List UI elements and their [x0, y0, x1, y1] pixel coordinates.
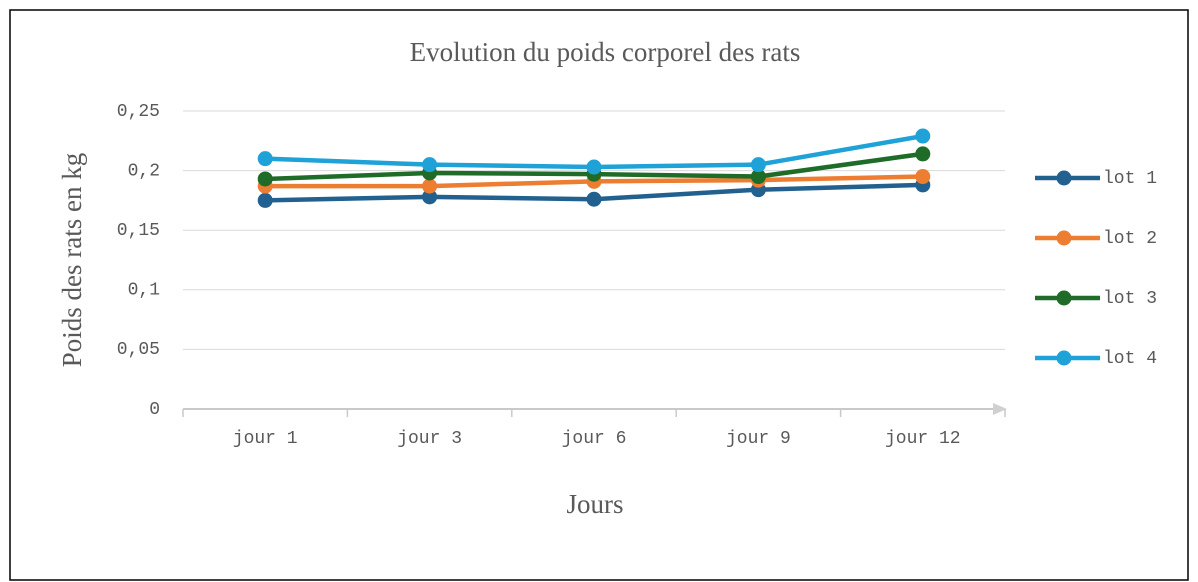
legend-marker — [1056, 230, 1072, 246]
y-tick-label: 0,05 — [117, 340, 160, 360]
chart-frame — [9, 9, 1189, 581]
data-point — [586, 159, 602, 175]
y-tick-label: 0,2 — [128, 161, 160, 181]
legend-marker — [1056, 290, 1072, 306]
data-point — [257, 151, 273, 167]
y-tick-label: 0,15 — [117, 221, 160, 241]
data-point — [257, 171, 273, 187]
y-tick-label: 0,1 — [128, 281, 160, 301]
legend-marker — [1056, 170, 1072, 186]
data-point — [915, 146, 931, 162]
legend-marker — [1056, 350, 1072, 366]
data-point — [422, 178, 438, 194]
data-point — [422, 157, 438, 173]
legend-label: lot 3 — [1103, 289, 1157, 309]
data-point — [750, 169, 766, 185]
y-tick-label: 0 — [149, 400, 160, 420]
x-axis-title: Jours — [566, 489, 623, 519]
x-tick-label: jour 12 — [885, 429, 961, 449]
data-point — [422, 189, 438, 205]
x-tick-label: jour 3 — [397, 429, 462, 449]
legend-label: lot 2 — [1103, 229, 1157, 249]
y-axis-title: Poids des rats en kg — [57, 153, 87, 367]
legend-label: lot 4 — [1103, 349, 1157, 369]
legend-label: lot 1 — [1103, 169, 1157, 189]
data-point — [915, 169, 931, 185]
data-point — [257, 192, 273, 208]
chart-title: Evolution du poids corporel des rats — [410, 37, 801, 67]
x-tick-label: jour 9 — [726, 429, 791, 449]
x-tick-label: jour 1 — [233, 429, 298, 449]
data-point — [915, 128, 931, 144]
x-tick-label: jour 6 — [562, 429, 627, 449]
y-tick-label: 0,25 — [117, 102, 160, 122]
data-point — [750, 157, 766, 173]
data-point — [586, 191, 602, 207]
x-axis-arrow — [993, 403, 1007, 415]
